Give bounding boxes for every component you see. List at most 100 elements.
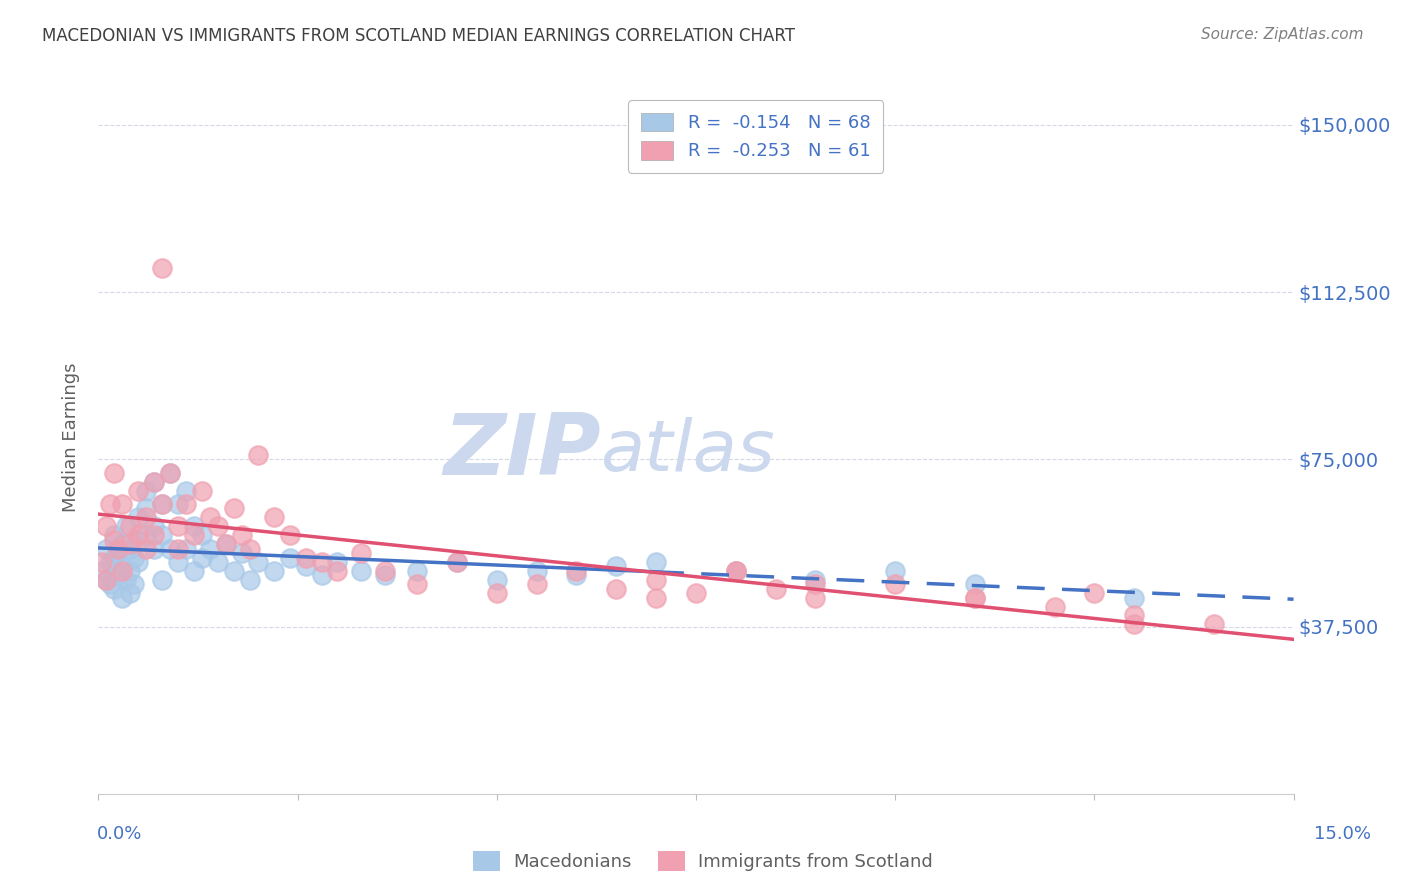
Point	[963, 591, 986, 605]
Point	[263, 510, 285, 524]
Point	[143, 475, 166, 489]
Point	[111, 537, 134, 551]
Point	[724, 564, 747, 578]
Point	[167, 541, 190, 556]
Point	[406, 577, 429, 591]
Point	[350, 546, 373, 560]
Point	[120, 537, 142, 551]
Point	[103, 550, 125, 565]
Point	[107, 568, 129, 582]
Point	[215, 537, 238, 551]
Point	[724, 564, 747, 578]
Point	[191, 483, 214, 498]
Point	[107, 546, 129, 560]
Point	[526, 577, 548, 591]
Point	[278, 550, 301, 565]
Point	[174, 541, 197, 556]
Point	[96, 573, 118, 587]
Point	[605, 559, 627, 574]
Point	[350, 564, 373, 578]
Point	[120, 541, 142, 556]
Point	[446, 555, 468, 569]
Legend: R =  -0.154   N = 68, R =  -0.253   N = 61: R = -0.154 N = 68, R = -0.253 N = 61	[628, 100, 883, 173]
Legend: Macedonians, Immigrants from Scotland: Macedonians, Immigrants from Scotland	[465, 844, 941, 879]
Point	[127, 528, 149, 542]
Point	[645, 555, 668, 569]
Point	[150, 528, 173, 542]
Point	[278, 528, 301, 542]
Point	[124, 577, 146, 591]
Point	[103, 466, 125, 480]
Point	[91, 555, 114, 569]
Point	[406, 564, 429, 578]
Point	[115, 573, 138, 587]
Point	[565, 564, 588, 578]
Point	[645, 591, 668, 605]
Point	[135, 483, 157, 498]
Point	[963, 577, 986, 591]
Point	[143, 528, 166, 542]
Point	[111, 564, 134, 578]
Point	[207, 519, 229, 533]
Point	[159, 541, 181, 556]
Point	[98, 497, 122, 511]
Point	[485, 586, 508, 600]
Point	[143, 475, 166, 489]
Point	[127, 483, 149, 498]
Text: 0.0%: 0.0%	[97, 825, 142, 843]
Point	[804, 577, 827, 591]
Point	[294, 559, 316, 574]
Point	[103, 528, 125, 542]
Point	[311, 555, 333, 569]
Point	[804, 573, 827, 587]
Point	[804, 591, 827, 605]
Point	[135, 528, 157, 542]
Point	[120, 586, 142, 600]
Point	[239, 541, 262, 556]
Point	[111, 497, 134, 511]
Point	[111, 591, 134, 605]
Point	[91, 564, 114, 578]
Point	[765, 582, 787, 596]
Point	[222, 501, 245, 516]
Point	[1123, 608, 1146, 623]
Point	[1043, 599, 1066, 614]
Point	[207, 555, 229, 569]
Point	[183, 519, 205, 533]
Point	[246, 448, 269, 462]
Point	[98, 555, 122, 569]
Text: ZIP: ZIP	[443, 409, 600, 493]
Point	[191, 528, 214, 542]
Point	[127, 510, 149, 524]
Point	[98, 577, 122, 591]
Point	[685, 586, 707, 600]
Point	[135, 501, 157, 516]
Point	[374, 564, 396, 578]
Point	[115, 519, 138, 533]
Point	[111, 559, 134, 574]
Point	[374, 568, 396, 582]
Point	[183, 564, 205, 578]
Point	[167, 497, 190, 511]
Text: 15.0%: 15.0%	[1315, 825, 1371, 843]
Text: atlas: atlas	[600, 417, 775, 486]
Point	[120, 519, 142, 533]
Text: MACEDONIAN VS IMMIGRANTS FROM SCOTLAND MEDIAN EARNINGS CORRELATION CHART: MACEDONIAN VS IMMIGRANTS FROM SCOTLAND M…	[42, 27, 796, 45]
Point	[135, 541, 157, 556]
Point	[167, 519, 190, 533]
Point	[150, 260, 173, 275]
Point	[294, 550, 316, 565]
Point	[326, 564, 349, 578]
Point	[1123, 617, 1146, 632]
Point	[884, 577, 907, 591]
Point	[963, 591, 986, 605]
Point	[103, 582, 125, 596]
Point	[1123, 591, 1146, 605]
Point	[107, 541, 129, 556]
Point	[167, 555, 190, 569]
Point	[526, 564, 548, 578]
Point	[198, 510, 221, 524]
Point	[124, 550, 146, 565]
Point	[724, 564, 747, 578]
Point	[96, 541, 118, 556]
